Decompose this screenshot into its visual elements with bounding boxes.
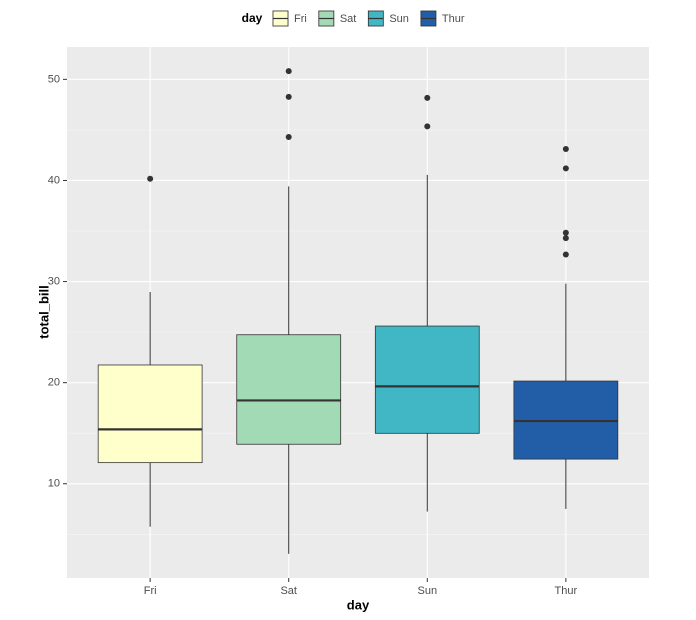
x-tick-label: Sun [417,585,437,597]
outlier [285,93,292,100]
legend-title: day [242,11,263,25]
y-tick-label: 50 [48,73,60,85]
outlier [562,235,569,242]
outlier [562,229,569,236]
x-tick-label: Sat [280,585,297,597]
panel [67,47,649,578]
x-tick-label: Fri [144,585,157,597]
outlier [424,94,431,101]
x-axis-label: day [347,597,370,612]
outlier [424,123,431,130]
outlier [562,146,569,153]
legend-label: Thur [442,13,465,25]
y-tick-label: 40 [48,174,60,186]
outlier [562,165,569,172]
legend-label: Sun [389,13,409,25]
outlier [285,68,292,75]
outlier [562,251,569,258]
box [374,325,480,434]
y-tick-label: 20 [48,377,60,389]
box [236,334,342,445]
box [97,364,203,464]
legend-label: Sat [340,13,357,25]
outlier [285,133,292,140]
y-tick-label: 10 [48,478,60,490]
legend-label: Fri [294,13,307,25]
x-tick-label: Thur [555,585,578,597]
y-tick-label: 30 [48,275,60,287]
y-axis-label: total_bill [36,285,51,338]
outlier [147,175,154,182]
